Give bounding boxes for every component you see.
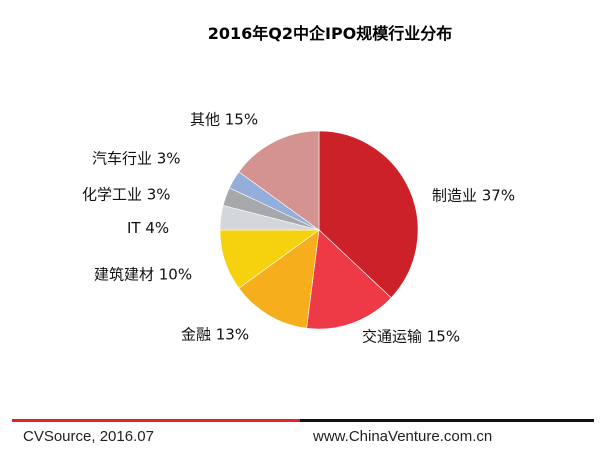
pie-slice-0 — [318, 130, 419, 299]
label-it: IT 4% — [127, 219, 170, 237]
footer-website: www.ChinaVenture.com.cn — [313, 428, 493, 445]
pie-slice-2 — [238, 229, 320, 329]
label-transport: 交通运输 15% — [362, 327, 461, 346]
pie-slice-7 — [238, 130, 320, 231]
label-construction: 建筑建材 10% — [94, 265, 193, 284]
chart-title: 2016年Q2中企IPO规模行业分布 — [207, 24, 453, 43]
label-manufacturing: 制造业 37% — [432, 186, 516, 205]
footer-rule-black — [300, 419, 594, 422]
label-other: 其他 15% — [190, 110, 259, 129]
label-auto: 汽车行业 3% — [92, 149, 181, 168]
pie-slice-1 — [306, 229, 392, 330]
label-finance: 金融 13% — [181, 325, 250, 344]
label-chemical: 化学工业 3% — [82, 185, 171, 204]
footer-source: CVSource, 2016.07 — [23, 428, 154, 445]
footer-rule-red — [12, 419, 300, 422]
